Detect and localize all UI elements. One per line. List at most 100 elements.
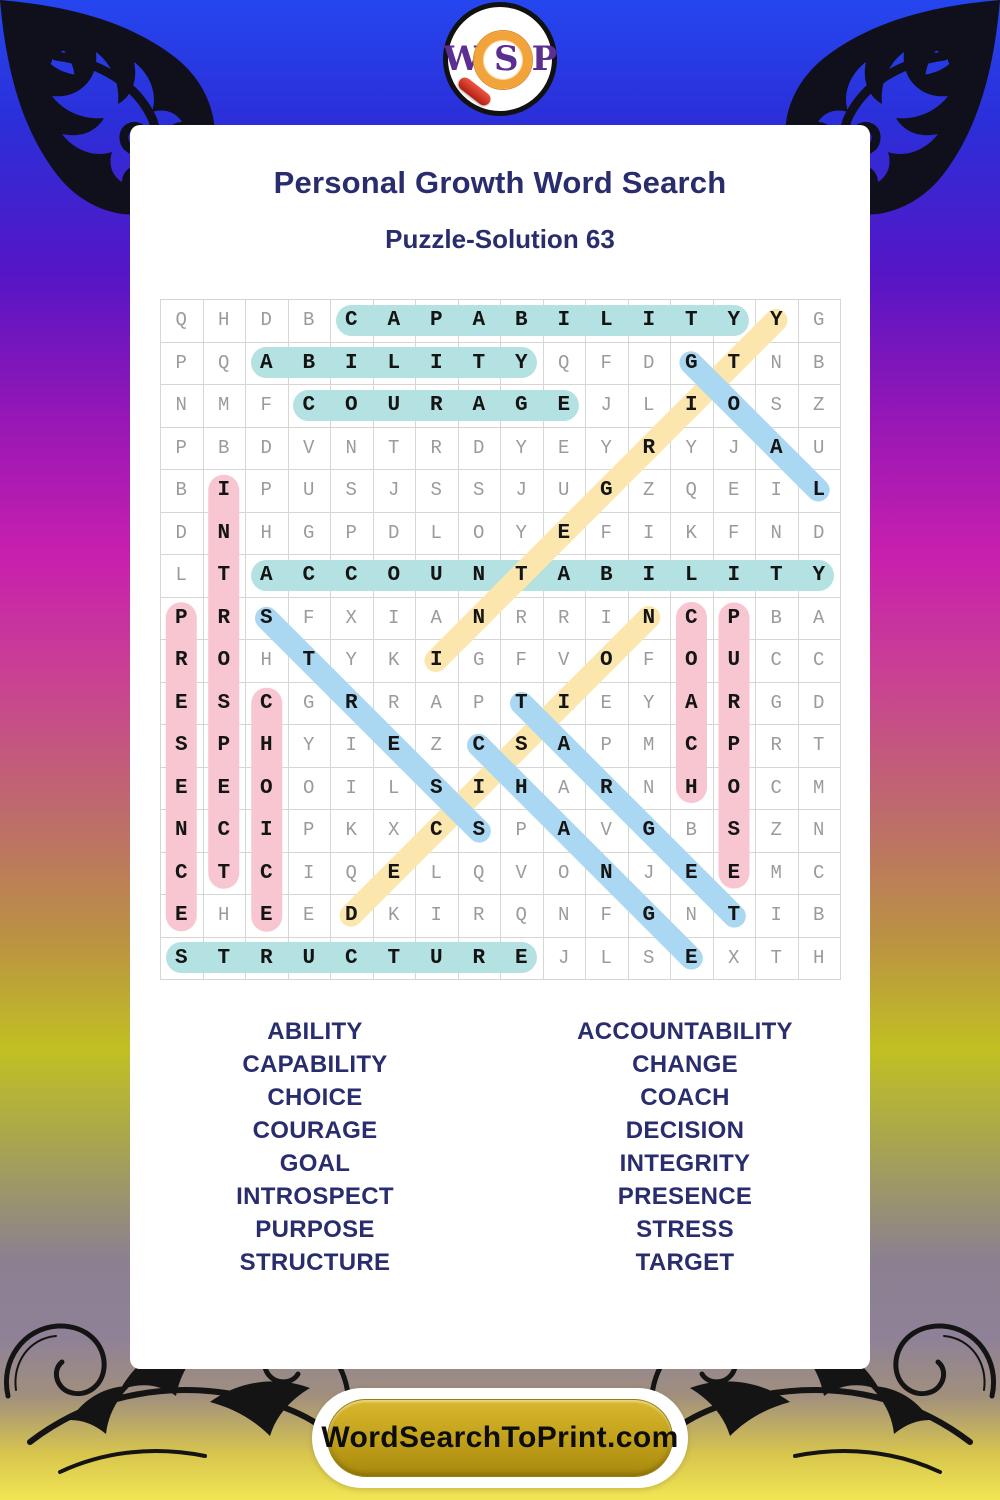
grid-letter: U [387, 394, 401, 417]
grid-cell-border [331, 810, 374, 853]
grid-letter: D [344, 904, 358, 927]
grid-letter: F [515, 649, 527, 671]
grid-letter: L [388, 776, 400, 799]
grid-cell-border [331, 640, 374, 683]
solution-highlights [160, 299, 841, 980]
grid-letter: V [303, 436, 315, 459]
grid-cell-border [246, 300, 289, 343]
grid-cell-border [798, 512, 841, 555]
grid-letter: V [515, 861, 527, 884]
word-list-item: CHANGE [632, 1051, 738, 1078]
grid-letter: P [260, 479, 272, 501]
grid-letter: Y [600, 436, 612, 459]
grid-letter: Y [345, 649, 357, 671]
grid-cell-border [713, 300, 756, 343]
grid-cell-border [501, 682, 544, 725]
grid-letter: I [770, 904, 782, 926]
grid-letter: C [259, 861, 273, 885]
grid-letter: C [174, 861, 188, 885]
grid-cell-border [543, 725, 586, 768]
grid-cell-border [501, 767, 544, 810]
grid-cell-border [246, 597, 289, 640]
grid-letter: I [344, 351, 358, 375]
word-list-left: ABILITY CAPABILITY CHOICE COURAGE GOAL INTROS… [130, 1015, 500, 1279]
grid-cell-border [543, 895, 586, 938]
grid-letter: E [174, 776, 188, 800]
grid-letter: L [812, 479, 826, 502]
grid-letter: H [260, 649, 272, 671]
grid-letter: M [218, 394, 230, 416]
grid-cell-border [373, 852, 416, 895]
grid-letter: U [558, 479, 570, 501]
grid-letter: H [813, 946, 825, 969]
grid-cell-border [373, 597, 416, 640]
grid-letter: P [175, 351, 187, 374]
grid-letter: U [303, 479, 315, 501]
grid-letter: E [727, 861, 741, 885]
grid-cell-border [798, 640, 841, 683]
grid-cell-border [671, 342, 714, 385]
word-list-item: COACH [640, 1084, 730, 1111]
grid-letter: C [813, 649, 825, 671]
grid-cell-border [586, 767, 629, 810]
grid-cell-border [798, 725, 841, 768]
grid-letter: C [302, 564, 316, 587]
word-list-item: DECISION [625, 1117, 745, 1144]
grid-cell-border [543, 597, 586, 640]
grid-cell-border [713, 937, 756, 980]
grid-letter: E [514, 946, 528, 970]
grid-letter: Y [303, 734, 315, 756]
grid-cell-border [586, 427, 629, 470]
grid-cell-border [288, 427, 331, 470]
grid-cell-border [543, 385, 586, 428]
grid-letter: R [472, 946, 486, 970]
grid-letter: N [174, 819, 188, 842]
grid-cell-border [246, 427, 289, 470]
grid-letter: B [770, 606, 782, 629]
grid-letter: B [175, 479, 187, 501]
grid-cell-border [586, 895, 629, 938]
grid-cell-border [416, 427, 459, 470]
grid-letter: C [217, 819, 231, 842]
grid-letter: F [643, 649, 655, 671]
grid-letter: G [684, 351, 698, 375]
grid-cell-border [246, 640, 289, 683]
grid-cell-border [543, 512, 586, 555]
grid-letter: N [345, 436, 357, 459]
logo-letter-p: P [531, 39, 558, 79]
grid-letter: P [515, 819, 527, 841]
grid-letter: R [430, 436, 442, 459]
grid-letter: I [557, 309, 571, 332]
grid-letter: P [429, 309, 443, 332]
grid-letter: Z [770, 819, 782, 841]
word-list-item: INTEGRITY [619, 1150, 751, 1177]
grid-letter: Q [558, 351, 570, 374]
grid-letter: U [429, 946, 443, 970]
grid-cell-border [458, 470, 501, 513]
grid-letter: S [643, 946, 655, 969]
grid-letter: L [600, 946, 612, 969]
grid-cell-border [628, 937, 671, 980]
grid-letter: C [770, 776, 782, 799]
grid-letter: L [684, 564, 698, 587]
grid-letter: U [813, 436, 825, 459]
grid-letter: B [813, 904, 825, 926]
grid-cell-border [798, 597, 841, 640]
grid-letter: G [642, 819, 656, 842]
website-link-button[interactable]: WordSearchToPrint.com [321, 1399, 678, 1477]
grid-cell-border [756, 767, 799, 810]
footer-pill: WordSearchToPrint.com [312, 1388, 688, 1488]
grid-letter: B [303, 309, 315, 331]
grid-cell-border [628, 682, 671, 725]
grid-cell-border [586, 597, 629, 640]
grid-cell-border [458, 512, 501, 555]
grid-letter: F [303, 606, 315, 629]
grid-cell-border [416, 810, 459, 853]
grid-letter: P [217, 734, 231, 757]
grid-cell-border [671, 470, 714, 513]
grid-letter: E [684, 861, 698, 885]
grid-letter: D [813, 691, 825, 714]
grid-letter: R [727, 691, 741, 715]
